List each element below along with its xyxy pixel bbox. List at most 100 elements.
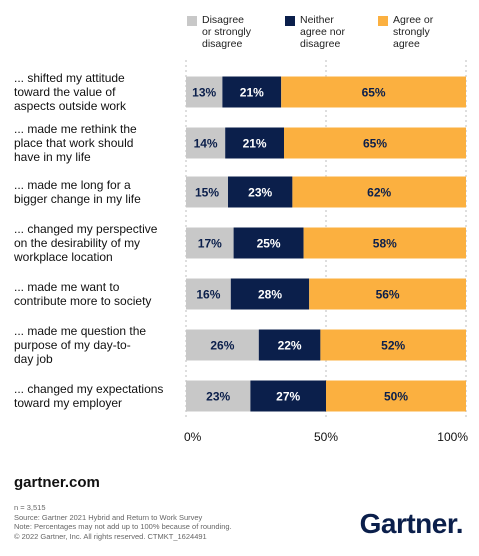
category-label-line: ... made me long for a	[14, 178, 131, 192]
x-tick-label: 50%	[314, 430, 338, 444]
category-label-line: ... changed my expectations	[14, 382, 164, 396]
category-label: ... shifted my attitude toward the value …	[14, 71, 179, 113]
bar-segment	[186, 227, 234, 259]
bar-segment	[320, 329, 466, 361]
footnote-copyright: © 2022 Gartner, Inc. All rights reserved…	[14, 531, 207, 541]
logo-dot: .	[455, 508, 464, 539]
category-label: ... made me question the purpose of my da…	[14, 324, 179, 366]
legend-swatch	[187, 16, 197, 26]
data-label: 23%	[206, 390, 230, 404]
data-label: 65%	[363, 137, 387, 151]
legend-label-line: disagree	[202, 38, 243, 50]
bar-segment	[186, 127, 226, 159]
legend-label-line: Neither	[300, 14, 334, 26]
x-tick-label: 100%	[437, 430, 468, 444]
bar-segment	[186, 278, 231, 310]
legend-label-line: Disagree	[202, 14, 245, 26]
category-label-line: on the desirability of my	[14, 236, 141, 250]
bar-segment	[303, 227, 466, 259]
category-label-line: bigger change in my life	[14, 192, 141, 206]
data-label: 23%	[248, 186, 272, 200]
data-label: 21%	[240, 86, 264, 100]
footnote-source: Source: Gartner 2021 Hybrid and Return t…	[14, 512, 203, 522]
bar-segment	[309, 278, 466, 310]
category-label-line: have in my life	[14, 150, 91, 164]
bar-segment	[233, 227, 304, 259]
legend-item: Agree or strongly agree	[378, 14, 433, 50]
data-label: 58%	[373, 237, 397, 251]
legend-label-line: strongly	[393, 26, 430, 38]
footnotes: n = 3,515 Source: Gartner 2021 Hybrid an…	[14, 503, 232, 541]
category-label-line: ... changed my perspective	[14, 222, 158, 236]
bars: 13% 21% 65% 14% 21% 65% 15% 23% 62% 17% 25% 58% 16% 2…	[186, 76, 466, 412]
website-link[interactable]: gartner.com	[14, 474, 100, 491]
data-label: 65%	[362, 86, 386, 100]
bar-segment	[222, 76, 282, 108]
data-label: 13%	[192, 86, 216, 100]
bar-segment	[230, 278, 310, 310]
data-label: 56%	[376, 288, 400, 302]
legend-label: Disagree or strongly disagree	[202, 14, 251, 50]
category-label-line: toward the value of	[14, 85, 116, 99]
data-label: 62%	[367, 186, 391, 200]
stacked-bar-chart: 13% 21% 65% 14% 21% 65% 15% 23% 62% 17% 25% 58% 16% 2…	[184, 60, 468, 444]
bar-segment	[326, 380, 466, 412]
bar-segment	[281, 76, 466, 108]
data-label: 22%	[278, 339, 302, 353]
data-label: 28%	[258, 288, 282, 302]
bar-segment	[225, 127, 284, 159]
gartner-logo: Gartner.	[359, 508, 464, 540]
bar-segment	[258, 329, 321, 361]
category-label-line: ... made me want to	[14, 280, 120, 294]
category-label-line: aspects outside work	[14, 99, 127, 113]
category-label-line: toward my employer	[14, 396, 123, 410]
data-label: 25%	[257, 237, 281, 251]
category-label-line: workplace location	[14, 250, 113, 264]
legend-label-line: disagree	[300, 38, 341, 50]
category-label-line: day job	[14, 352, 53, 366]
legend-label-line: or strongly	[202, 26, 252, 38]
category-label: ... made me long for a bigger change in m…	[14, 178, 179, 206]
bar-segment	[292, 176, 466, 208]
category-label-line: ... shifted my attitude	[14, 71, 125, 85]
legend-label-line: Agree or	[393, 14, 434, 26]
bar-segment	[284, 127, 466, 159]
data-label: 16%	[196, 288, 220, 302]
data-label: 15%	[195, 186, 219, 200]
x-axis-ticks: 0% 50% 100%	[184, 430, 468, 444]
legend-label: Neither agree nor disagree	[300, 14, 345, 50]
data-label: 26%	[210, 339, 234, 353]
bar-segment	[250, 380, 326, 412]
category-label: ... made me want to contribute more to so…	[14, 280, 179, 308]
legend-label-line: agree nor	[300, 26, 345, 38]
category-label: ... made me rethink the place that work s…	[14, 122, 179, 164]
category-label-line: purpose of my day-to-	[14, 338, 131, 352]
category-label: ... changed my perspective on the desirab…	[14, 222, 179, 264]
category-label-line: place that work should	[14, 136, 134, 150]
data-label: 21%	[243, 137, 267, 151]
category-label-line: contribute more to society	[14, 294, 152, 308]
legend-swatch	[378, 16, 388, 26]
data-label: 17%	[198, 237, 222, 251]
category-label-line: ... made me question the	[14, 324, 147, 338]
legend-label-line: agree	[393, 38, 420, 50]
logo-text: Gartner	[359, 508, 457, 539]
x-tick-label: 0%	[184, 430, 202, 444]
category-label-line: ... made me rethink the	[14, 122, 137, 136]
footnote-rounding: Note: Percentages may not add up to 100%…	[14, 522, 232, 531]
bar-segment	[228, 176, 293, 208]
bar-segment	[186, 329, 259, 361]
bar-segment	[186, 380, 251, 412]
data-label: 50%	[384, 390, 408, 404]
data-label: 27%	[276, 390, 300, 404]
legend-item: Disagree or strongly disagree	[187, 14, 251, 50]
bar-segment	[186, 176, 228, 208]
bar-segment	[186, 76, 223, 108]
legend-label: Agree or strongly agree	[393, 14, 433, 50]
category-label: ... changed my expectations toward my emp…	[14, 382, 179, 410]
data-label: 52%	[381, 339, 405, 353]
footnote-sample-size: n = 3,515	[14, 503, 46, 512]
legend-item: Neither agree nor disagree	[285, 14, 345, 50]
legend-swatch	[285, 16, 295, 26]
data-label: 14%	[194, 137, 218, 151]
